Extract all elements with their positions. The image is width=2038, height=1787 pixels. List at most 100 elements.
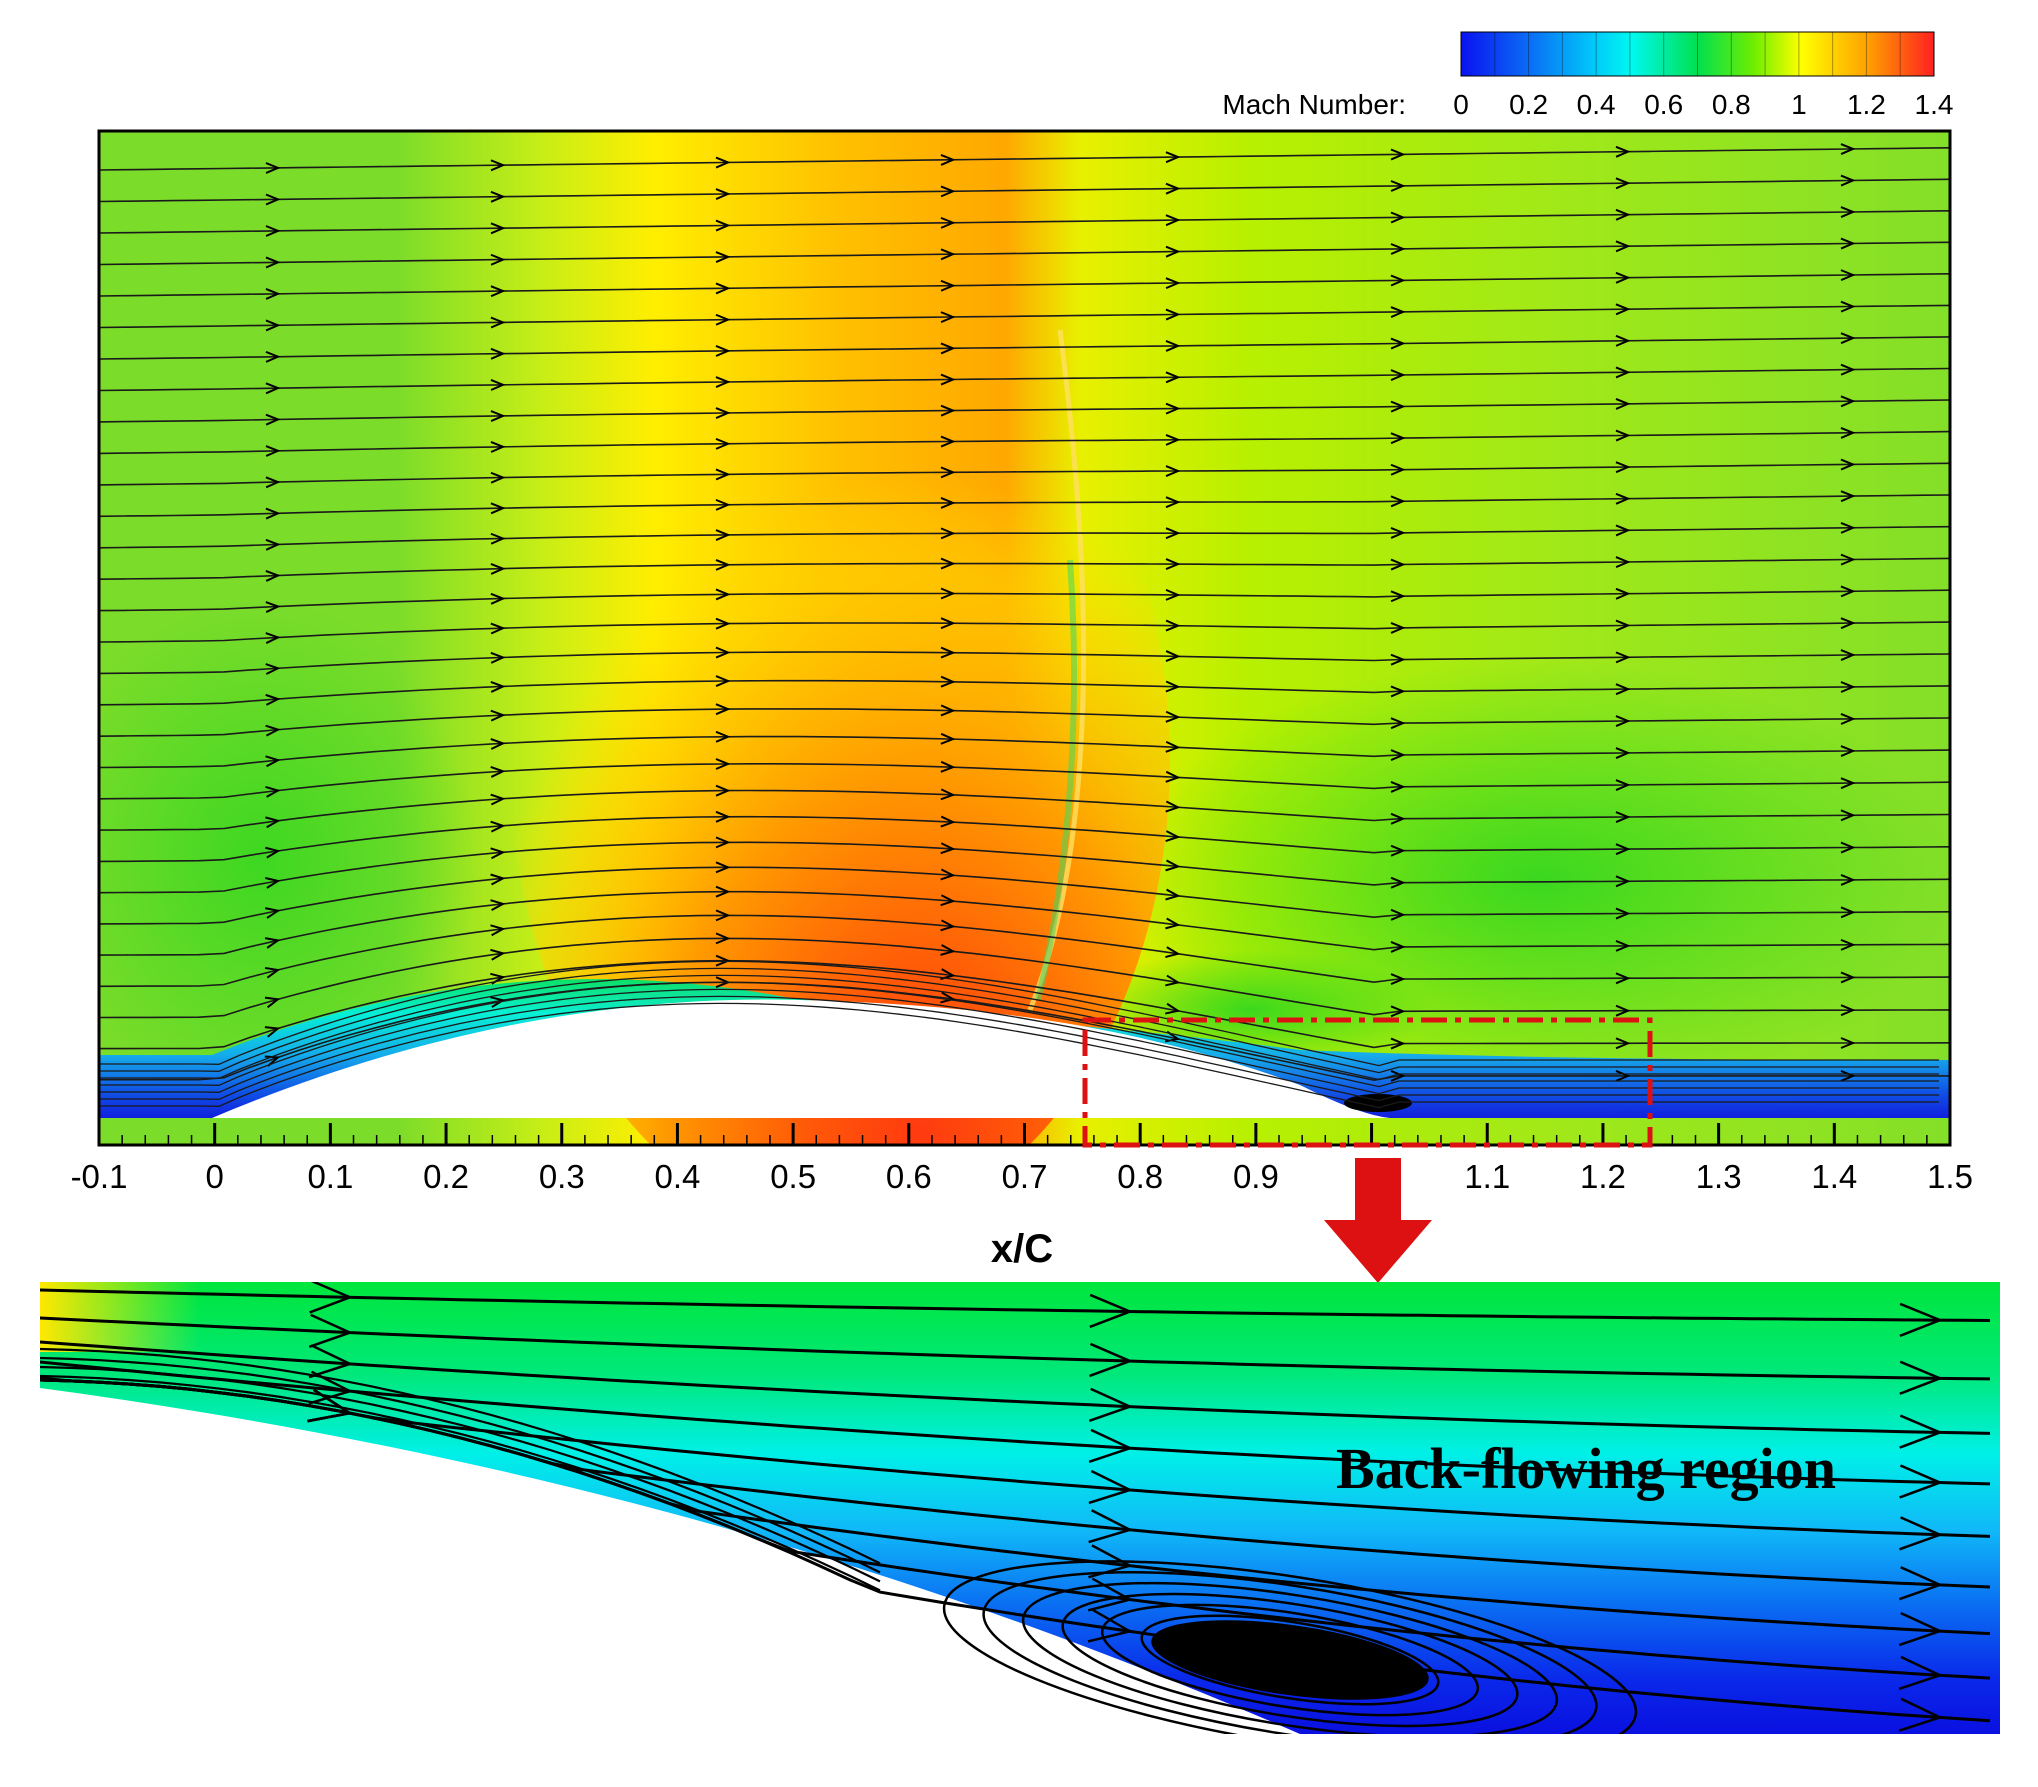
streamline bbox=[99, 178, 1950, 203]
recirculation-loop bbox=[1100, 1603, 1480, 1717]
streamline-arrow bbox=[265, 663, 281, 675]
streamline-arrow bbox=[1615, 875, 1631, 888]
streamline-arrow bbox=[1615, 492, 1631, 505]
streamline-arrow bbox=[715, 282, 731, 295]
streamline bbox=[99, 557, 1950, 580]
streamline-arrow bbox=[715, 251, 731, 263]
streamline-arrow bbox=[1840, 332, 1856, 345]
streamline-arrow bbox=[940, 646, 956, 659]
streamline-arrow bbox=[1615, 619, 1631, 632]
boundary-streamline bbox=[99, 981, 1939, 1088]
streamline-arrow bbox=[490, 766, 506, 778]
streamline-arrow bbox=[265, 193, 281, 206]
inset-wall-streak bbox=[40, 1347, 881, 1565]
inset-streamline-arrow bbox=[308, 1313, 354, 1348]
streamline-arrow bbox=[1165, 402, 1181, 415]
streamline-arrow bbox=[940, 248, 956, 261]
inset-streamline-arrow bbox=[1898, 1697, 1944, 1732]
streamline-arrow bbox=[715, 345, 731, 357]
streamline bbox=[99, 430, 1950, 455]
streamline-arrow bbox=[940, 557, 956, 570]
streamline-arrow bbox=[265, 225, 281, 237]
streamline-arrow bbox=[490, 709, 506, 722]
streamline-arrow bbox=[1840, 1004, 1856, 1017]
streamline-arrow bbox=[1390, 812, 1406, 825]
streamline-arrow bbox=[1840, 174, 1856, 187]
streamline-arrow bbox=[715, 219, 731, 232]
streamline-arrow bbox=[1390, 685, 1406, 698]
colorbar-tick-label: 0.6 bbox=[1644, 89, 1683, 120]
streamline-arrow bbox=[490, 592, 506, 605]
streamline-arrow bbox=[490, 190, 506, 203]
x-tick-label: 0.9 bbox=[1233, 1158, 1279, 1195]
inset-streamline bbox=[40, 1340, 1991, 1435]
streamline-arrow bbox=[1840, 874, 1856, 886]
colorbar-tick-label: 1.2 bbox=[1847, 89, 1886, 120]
streamline-arrow bbox=[1165, 496, 1181, 509]
streamline-arrow bbox=[1165, 527, 1181, 540]
streamline-arrow bbox=[1840, 521, 1856, 534]
x-tick-label: 1.2 bbox=[1580, 1158, 1626, 1195]
streamline-arrow bbox=[490, 441, 506, 453]
streamline-arrow bbox=[940, 617, 956, 630]
zoom-arrow bbox=[1324, 1158, 1432, 1283]
inset-streamline-arrow bbox=[1899, 1302, 1944, 1338]
x-tick-label: 0.1 bbox=[307, 1158, 353, 1195]
streamline-arrow bbox=[1390, 432, 1406, 445]
streamline-arrow bbox=[1390, 653, 1406, 666]
streamline-arrow bbox=[1840, 1069, 1856, 1082]
boundary-streamline bbox=[99, 974, 1939, 1081]
streamline-arrow bbox=[490, 562, 506, 575]
streamline bbox=[99, 914, 1950, 988]
streamline-arrow bbox=[940, 815, 956, 828]
inset-wall-streak bbox=[40, 1365, 881, 1583]
streamline-arrow bbox=[1840, 269, 1856, 282]
inset-streamline-arrow bbox=[308, 1344, 354, 1379]
streamline-arrow bbox=[264, 966, 281, 979]
streamline-arrow bbox=[1615, 271, 1631, 284]
streamline-arrow bbox=[1165, 245, 1181, 258]
colorbar-tick-label: 0 bbox=[1453, 89, 1469, 120]
streamline-arrow bbox=[1615, 651, 1631, 664]
streamline-arrow bbox=[1390, 780, 1406, 793]
streamline-arrow bbox=[1615, 779, 1631, 791]
streamline-arrow bbox=[1390, 274, 1406, 287]
streamline-arrow bbox=[715, 588, 731, 601]
streamline-arrow bbox=[265, 755, 281, 768]
streamline-arrow bbox=[940, 279, 956, 292]
streamline-arrow bbox=[1165, 151, 1181, 164]
streamline-arrow bbox=[715, 468, 731, 481]
streamline-arrow bbox=[1615, 461, 1631, 474]
streamline-arrow bbox=[1390, 463, 1406, 476]
colorbar-label: Mach Number: bbox=[1222, 89, 1406, 120]
streamline-arrow bbox=[1615, 972, 1631, 985]
streamline-arrow bbox=[940, 587, 956, 600]
streamline-arrow bbox=[940, 311, 956, 324]
streamline-arrow bbox=[1165, 371, 1181, 384]
streamline-arrow bbox=[715, 885, 731, 898]
streamline-arrow bbox=[1615, 208, 1631, 221]
streamline bbox=[99, 336, 1950, 360]
streamline-arrow bbox=[264, 1055, 281, 1067]
colorbar-tick-label: 1 bbox=[1791, 89, 1807, 120]
streamline-arrow bbox=[1390, 400, 1406, 413]
streamline-arrow bbox=[1165, 340, 1181, 352]
streamline-arrow bbox=[1840, 426, 1856, 439]
streamline-arrow bbox=[715, 376, 731, 389]
streamline-arrow bbox=[1840, 1037, 1856, 1049]
streamline-arrow bbox=[1390, 558, 1406, 571]
streamline-arrow bbox=[1390, 973, 1406, 985]
streamline-arrow bbox=[715, 954, 731, 967]
inset-wall-streak bbox=[40, 1356, 881, 1574]
streamline-arrow bbox=[940, 185, 956, 198]
streamline-arrow bbox=[715, 529, 731, 541]
streamline-arrow bbox=[265, 350, 281, 363]
streamline-arrow bbox=[1615, 303, 1631, 316]
streamline-arrow bbox=[1165, 650, 1181, 663]
streamline-arrow bbox=[1840, 363, 1856, 376]
streamline-arrow bbox=[715, 758, 731, 770]
streamline-arrow bbox=[715, 156, 731, 169]
streamline-arrow bbox=[940, 842, 956, 855]
streamline-arrow bbox=[715, 646, 731, 659]
